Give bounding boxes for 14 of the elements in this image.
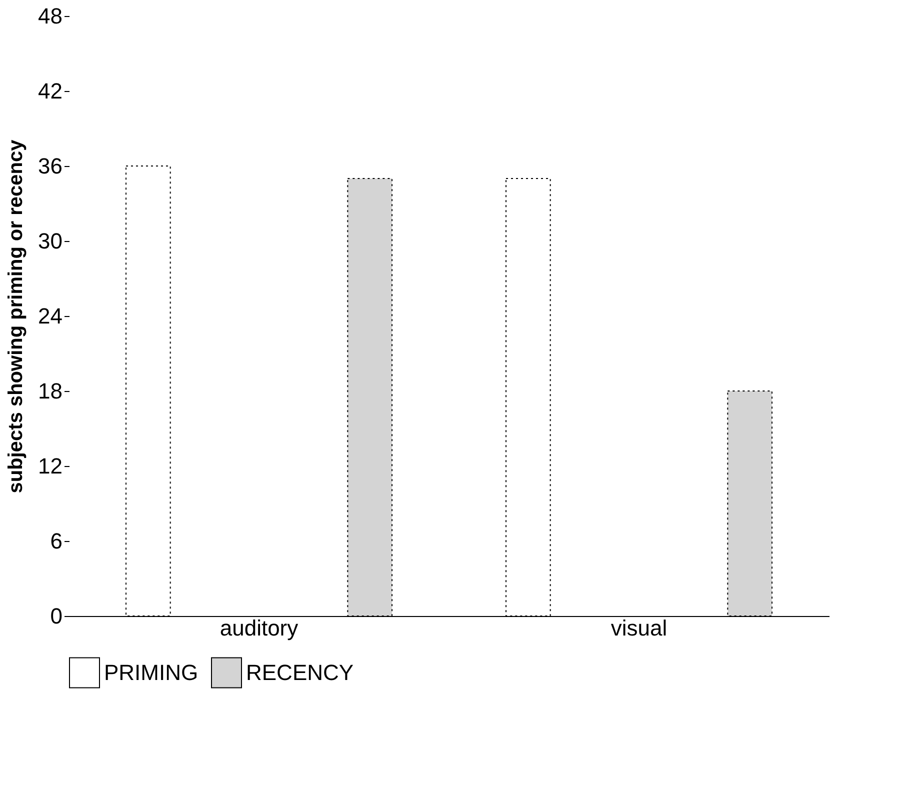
legend-label: RECENCY [246,660,354,685]
x-tick-label: visual [610,616,668,640]
legend-label: PRIMING [104,660,198,685]
y-tick-label: 0 [50,604,62,628]
y-tick-label: 30 [38,228,62,254]
y-tick-label: 36 [38,154,62,178]
y-tick-label: 12 [38,454,62,478]
y-axis-title: subjects showing priming or recency [5,138,28,494]
y-tick-label: 6 [50,528,62,554]
x-tick-label: auditory [220,616,298,640]
y-tick-label: 48 [38,4,62,28]
y-tick-label: 18 [38,378,62,404]
y-tick-label: 24 [38,304,62,328]
y-tick-label: 42 [38,78,62,104]
